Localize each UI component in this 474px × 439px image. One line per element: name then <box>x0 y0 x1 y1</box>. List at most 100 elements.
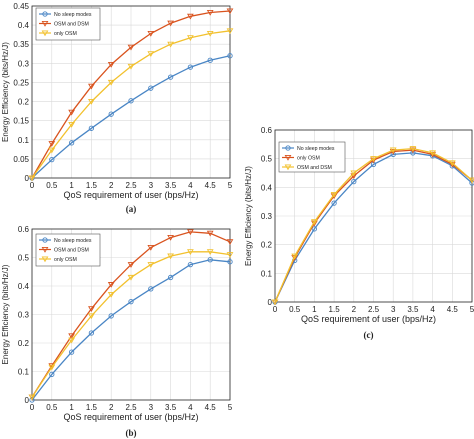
y-tick-label: 0 <box>25 174 30 183</box>
x-tick-label: 4 <box>188 181 193 190</box>
legend-label: OSM and DSM <box>54 248 89 254</box>
data-point-series-1 <box>311 226 318 232</box>
series-line-2 <box>31 10 231 179</box>
x-tick-label: 4.5 <box>205 403 217 412</box>
data-point-series-3 <box>28 394 36 401</box>
data-point-series-3 <box>147 262 155 268</box>
data-point-series-3 <box>226 252 234 258</box>
legend-marker-1 <box>285 145 291 151</box>
data-point-series-1 <box>68 140 75 146</box>
series-line-2 <box>274 149 473 303</box>
x-axis-label: QoS requirement of user (bps/Hz) <box>301 314 436 324</box>
data-point-series-1 <box>207 257 213 263</box>
y-tick-label: 0.1 <box>18 368 30 377</box>
panel-caption: (b) <box>126 428 137 438</box>
y-tick-label: 0.25 <box>13 78 29 87</box>
legend-marker-3 <box>41 256 49 263</box>
x-tick-label: 0 <box>273 305 278 314</box>
legend-label: No sleep modes <box>54 238 92 244</box>
data-point-series-2 <box>226 239 234 246</box>
legend-marker-2 <box>41 246 49 253</box>
data-point-series-3 <box>409 146 417 152</box>
data-point-series-2 <box>88 83 95 90</box>
data-point-series-1 <box>227 259 233 265</box>
x-tick-label: 2.5 <box>125 181 137 190</box>
data-point-series-1 <box>351 178 357 185</box>
data-point-series-3 <box>448 160 456 167</box>
x-tick-label: 2 <box>109 181 114 190</box>
data-point-series-3 <box>291 253 299 260</box>
data-point-series-2 <box>206 230 214 237</box>
data-point-series-1 <box>108 111 114 117</box>
y-axis-label: Energy Efficiency (bits/Hz/J) <box>1 42 10 142</box>
data-point-series-1 <box>167 274 174 281</box>
x-tick-label: 2.5 <box>368 305 380 314</box>
x-tick-label: 1 <box>69 403 74 412</box>
data-point-series-2 <box>68 109 75 116</box>
y-tick-label: 0.6 <box>18 225 30 234</box>
data-point-series-3 <box>147 51 155 58</box>
x-axis-label: QoS requirement of user (bps/Hz) <box>63 412 198 422</box>
y-tick-label: 0.3 <box>18 59 30 68</box>
data-point-series-3 <box>88 313 95 320</box>
x-tick-label: 2.5 <box>125 403 137 412</box>
y-tick-label: 0.2 <box>261 241 273 250</box>
series-line-3 <box>274 147 473 303</box>
data-point-series-2 <box>88 306 95 313</box>
data-point-series-2 <box>206 9 214 16</box>
x-tick-label: 0.5 <box>46 403 58 412</box>
legend-box <box>35 233 101 267</box>
data-point-series-2 <box>68 333 75 340</box>
x-tick-label: 5 <box>228 181 233 190</box>
x-tick-label: 4.5 <box>205 181 217 190</box>
data-point-series-3 <box>206 30 214 37</box>
x-tick-label: 0 <box>30 403 35 412</box>
data-point-series-2 <box>389 148 397 155</box>
legend-marker-1 <box>42 11 48 17</box>
x-tick-label: 0 <box>30 181 35 190</box>
y-tick-label: 0.1 <box>261 269 273 278</box>
data-point-series-3 <box>187 249 194 256</box>
x-tick-label: 2 <box>109 403 114 412</box>
y-tick-label: 0.4 <box>18 282 30 291</box>
series-line-1 <box>31 259 231 401</box>
data-point-series-1 <box>29 397 35 403</box>
data-point-series-2 <box>107 282 115 288</box>
x-tick-label: 3.5 <box>165 403 177 412</box>
y-tick-label: 0.35 <box>13 40 29 49</box>
x-tick-label: 1.5 <box>329 305 341 314</box>
data-point-series-1 <box>148 286 154 292</box>
data-point-series-2 <box>187 13 194 20</box>
x-tick-label: 1.5 <box>86 181 98 190</box>
data-point-series-1 <box>49 157 55 163</box>
x-tick-label: 0.5 <box>289 305 301 314</box>
data-point-series-1 <box>331 200 337 206</box>
data-point-series-3 <box>271 299 279 306</box>
legend-label: OSM and DSM <box>297 165 332 171</box>
data-point-series-2 <box>167 20 174 27</box>
chart-panel-c: 0 0.5 1 1.5 2 2.5 3 3.5 4 4.5 5 0 0.1 0.2 0.3 0.4 0.5 0.6… <box>244 126 474 340</box>
y-axis-label: Energy Efficiency (bits/Hz/J) <box>244 166 253 266</box>
data-point-series-1 <box>128 98 134 104</box>
x-tick-label: 1.5 <box>86 403 98 412</box>
y-tick-label: 0.1 <box>18 136 30 145</box>
data-point-series-1 <box>227 53 233 59</box>
chart-panel-a: 0 0.5 1 1.5 2 2.5 3 3.5 4 4.5 5 0 0.05 0.1 0.15 0.2 0.25… <box>1 2 234 214</box>
data-point-series-3 <box>48 147 56 154</box>
data-point-series-3 <box>107 79 115 86</box>
x-tick-label: 3 <box>391 305 396 314</box>
legend-marker-3 <box>284 164 292 171</box>
x-tick-label: 0.5 <box>46 181 58 190</box>
data-point-series-3 <box>127 63 135 70</box>
x-axis-label: QoS requirement of user (bps/Hz) <box>63 190 198 200</box>
data-point-series-3 <box>330 191 338 198</box>
x-tick-label: 1 <box>69 181 74 190</box>
x-tick-label: 5 <box>470 305 474 314</box>
series-line-1 <box>274 152 473 303</box>
y-tick-label: 0 <box>268 298 273 307</box>
chart-panel-b: 0 0.5 1 1.5 2 2.5 3 3.5 4 4.5 5 0 0.1 0.2 0.3 0.4 0.5 0.6… <box>1 225 234 438</box>
x-tick-label: 4.5 <box>447 305 459 314</box>
x-tick-label: 4 <box>188 403 193 412</box>
data-point-series-2 <box>167 235 174 241</box>
x-tick-label: 4 <box>430 305 435 314</box>
